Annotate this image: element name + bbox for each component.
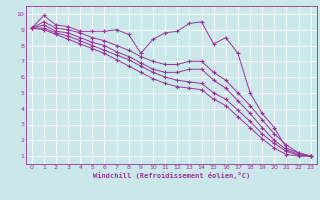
X-axis label: Windchill (Refroidissement éolien,°C): Windchill (Refroidissement éolien,°C) — [92, 172, 250, 179]
